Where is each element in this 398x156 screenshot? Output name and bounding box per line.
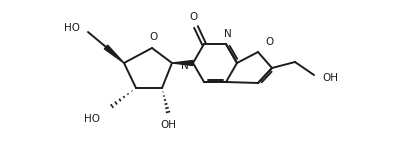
Text: OH: OH [322,73,338,83]
Text: O: O [189,12,197,22]
Text: N: N [224,29,232,39]
Text: OH: OH [160,120,176,130]
Text: O: O [265,37,273,47]
Polygon shape [172,61,193,66]
Text: HO: HO [64,23,80,33]
Text: O: O [150,32,158,42]
Text: N: N [181,61,189,71]
Polygon shape [104,45,124,63]
Text: HO: HO [84,114,100,124]
